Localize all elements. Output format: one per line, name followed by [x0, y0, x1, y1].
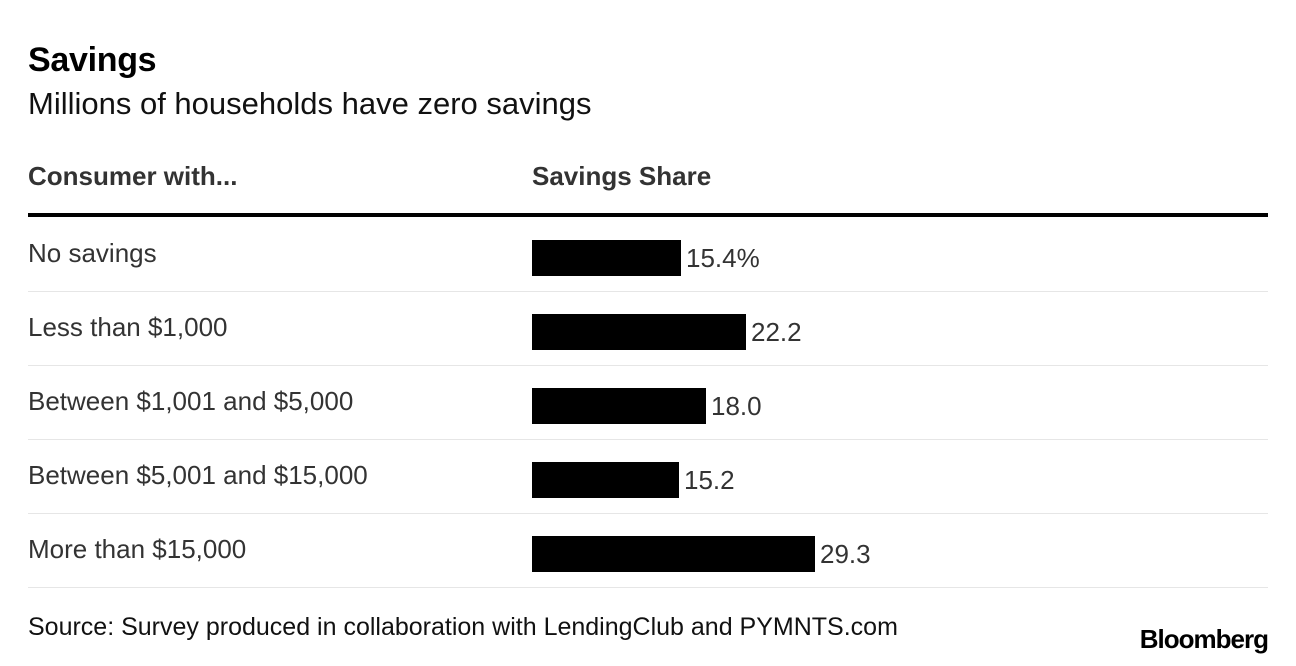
- row-divider: [28, 439, 1268, 440]
- category-label: No savings: [28, 238, 157, 268]
- category-label: More than $15,000: [28, 534, 247, 564]
- bar: [532, 536, 815, 572]
- bar-value-label: 18.0: [711, 391, 762, 421]
- bar-value-label: 15.2: [684, 465, 735, 495]
- source-note: Source: Survey produced in collaboration…: [28, 613, 898, 641]
- category-label: Between $5,001 and $15,000: [28, 460, 368, 490]
- table-row: Between $1,001 and $5,000 18.0: [28, 366, 1268, 440]
- column-header-savings-share: Savings Share: [532, 161, 712, 191]
- category-label: Less than $1,000: [28, 312, 228, 342]
- bar: [532, 314, 746, 350]
- header-divider: [28, 213, 1268, 217]
- chart-title: Savings: [28, 41, 157, 79]
- row-divider: [28, 291, 1268, 292]
- bloomberg-logo: Bloomberg: [1139, 624, 1269, 654]
- category-label: Between $1,001 and $5,000: [28, 386, 354, 416]
- bar: [532, 462, 679, 498]
- bar: [532, 240, 681, 276]
- row-divider: [28, 365, 1268, 366]
- table-row: Less than $1,000 22.2: [28, 292, 1268, 366]
- row-divider: [28, 587, 1268, 588]
- bar-value-label: 15.4%: [686, 243, 760, 273]
- bar: [532, 388, 706, 424]
- chart-subtitle: Millions of households have zero savings: [28, 86, 592, 121]
- table-row: Between $5,001 and $15,000 15.2: [28, 440, 1268, 514]
- column-header-consumer: Consumer with...: [28, 161, 238, 191]
- table-row: More than $15,000 29.3: [28, 514, 1268, 588]
- bar-value-label: 29.3: [820, 539, 871, 569]
- row-divider: [28, 513, 1268, 514]
- table-row: No savings 15.4%: [28, 218, 1268, 292]
- bar-value-label: 22.2: [751, 317, 802, 347]
